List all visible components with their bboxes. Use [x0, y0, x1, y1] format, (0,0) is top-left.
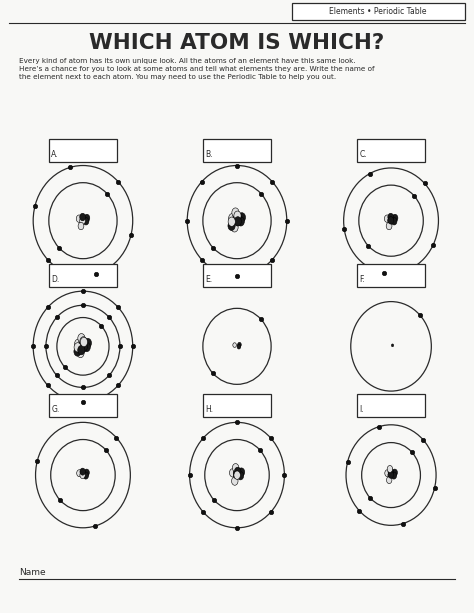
- Circle shape: [391, 472, 397, 479]
- Bar: [292, 3, 465, 20]
- Circle shape: [229, 468, 236, 477]
- Bar: [356, 264, 426, 287]
- Circle shape: [80, 337, 87, 346]
- Text: D.: D.: [51, 275, 60, 284]
- Circle shape: [80, 468, 85, 475]
- Circle shape: [80, 213, 85, 221]
- Circle shape: [234, 216, 241, 226]
- Circle shape: [234, 212, 241, 221]
- Circle shape: [77, 470, 82, 477]
- Circle shape: [79, 341, 86, 351]
- Circle shape: [232, 463, 239, 472]
- Circle shape: [385, 470, 390, 477]
- Circle shape: [235, 467, 241, 476]
- Circle shape: [384, 215, 390, 223]
- Circle shape: [234, 471, 240, 479]
- Bar: [48, 139, 117, 162]
- Text: G.: G.: [51, 405, 60, 414]
- Text: H.: H.: [205, 405, 213, 414]
- Circle shape: [234, 471, 240, 479]
- Circle shape: [233, 216, 240, 225]
- Text: Every kind of atom has its own unique look. All the atoms of an element have thi: Every kind of atom has its own unique lo…: [19, 58, 355, 64]
- Bar: [48, 394, 117, 417]
- Circle shape: [237, 345, 241, 349]
- Circle shape: [80, 217, 85, 224]
- Circle shape: [388, 468, 393, 475]
- Circle shape: [78, 333, 85, 343]
- Circle shape: [233, 343, 237, 348]
- Text: Elements • Periodic Table: Elements • Periodic Table: [329, 7, 427, 16]
- Circle shape: [233, 471, 240, 479]
- Circle shape: [233, 466, 240, 475]
- Circle shape: [387, 465, 392, 473]
- Circle shape: [238, 213, 246, 222]
- Circle shape: [83, 218, 89, 225]
- Circle shape: [84, 338, 91, 348]
- Circle shape: [80, 471, 85, 479]
- Circle shape: [78, 346, 85, 355]
- Circle shape: [234, 211, 241, 220]
- Bar: [202, 264, 271, 287]
- Circle shape: [80, 338, 87, 347]
- Circle shape: [392, 215, 398, 222]
- Circle shape: [388, 216, 394, 224]
- Circle shape: [80, 337, 88, 347]
- Circle shape: [84, 215, 90, 222]
- Bar: [48, 264, 117, 287]
- Circle shape: [80, 342, 87, 351]
- Circle shape: [79, 341, 86, 351]
- Circle shape: [232, 208, 239, 217]
- Bar: [356, 139, 426, 162]
- Circle shape: [386, 476, 392, 484]
- Text: I.: I.: [359, 405, 364, 414]
- Circle shape: [392, 469, 397, 476]
- Circle shape: [388, 213, 393, 221]
- Circle shape: [84, 469, 89, 476]
- Circle shape: [74, 347, 81, 356]
- Circle shape: [388, 471, 393, 479]
- Text: the element next to each atom. You may need to use the Periodic Table to help yo: the element next to each atom. You may n…: [19, 74, 336, 80]
- Text: B.: B.: [205, 150, 213, 159]
- Circle shape: [233, 211, 240, 221]
- Circle shape: [83, 472, 89, 479]
- Circle shape: [391, 218, 397, 225]
- Circle shape: [78, 223, 84, 230]
- Circle shape: [386, 223, 392, 230]
- Text: F.: F.: [359, 275, 365, 284]
- Circle shape: [388, 217, 393, 224]
- Circle shape: [228, 213, 236, 223]
- Circle shape: [74, 339, 82, 349]
- Circle shape: [237, 217, 245, 226]
- Text: E.: E.: [205, 275, 213, 284]
- Circle shape: [74, 343, 81, 352]
- Circle shape: [237, 471, 244, 480]
- Circle shape: [388, 471, 393, 478]
- Text: A.: A.: [51, 150, 59, 159]
- Circle shape: [392, 344, 393, 347]
- Text: C.: C.: [359, 150, 367, 159]
- Bar: [356, 394, 426, 417]
- Text: WHICH ATOM IS WHICH?: WHICH ATOM IS WHICH?: [90, 33, 384, 53]
- Circle shape: [231, 477, 238, 485]
- Circle shape: [76, 215, 82, 223]
- Text: Here’s a chance for you to look at some atoms and tell what elements they are. W: Here’s a chance for you to look at some …: [19, 66, 374, 72]
- Circle shape: [231, 223, 238, 232]
- Circle shape: [80, 342, 87, 352]
- Circle shape: [234, 216, 241, 226]
- Bar: [202, 394, 271, 417]
- Circle shape: [238, 468, 245, 476]
- Circle shape: [228, 217, 235, 226]
- Circle shape: [77, 348, 84, 357]
- Bar: [202, 139, 271, 162]
- Text: Name: Name: [19, 568, 46, 577]
- Circle shape: [83, 343, 91, 352]
- Circle shape: [79, 337, 86, 346]
- Circle shape: [233, 216, 240, 226]
- Circle shape: [228, 221, 235, 230]
- Circle shape: [237, 343, 241, 347]
